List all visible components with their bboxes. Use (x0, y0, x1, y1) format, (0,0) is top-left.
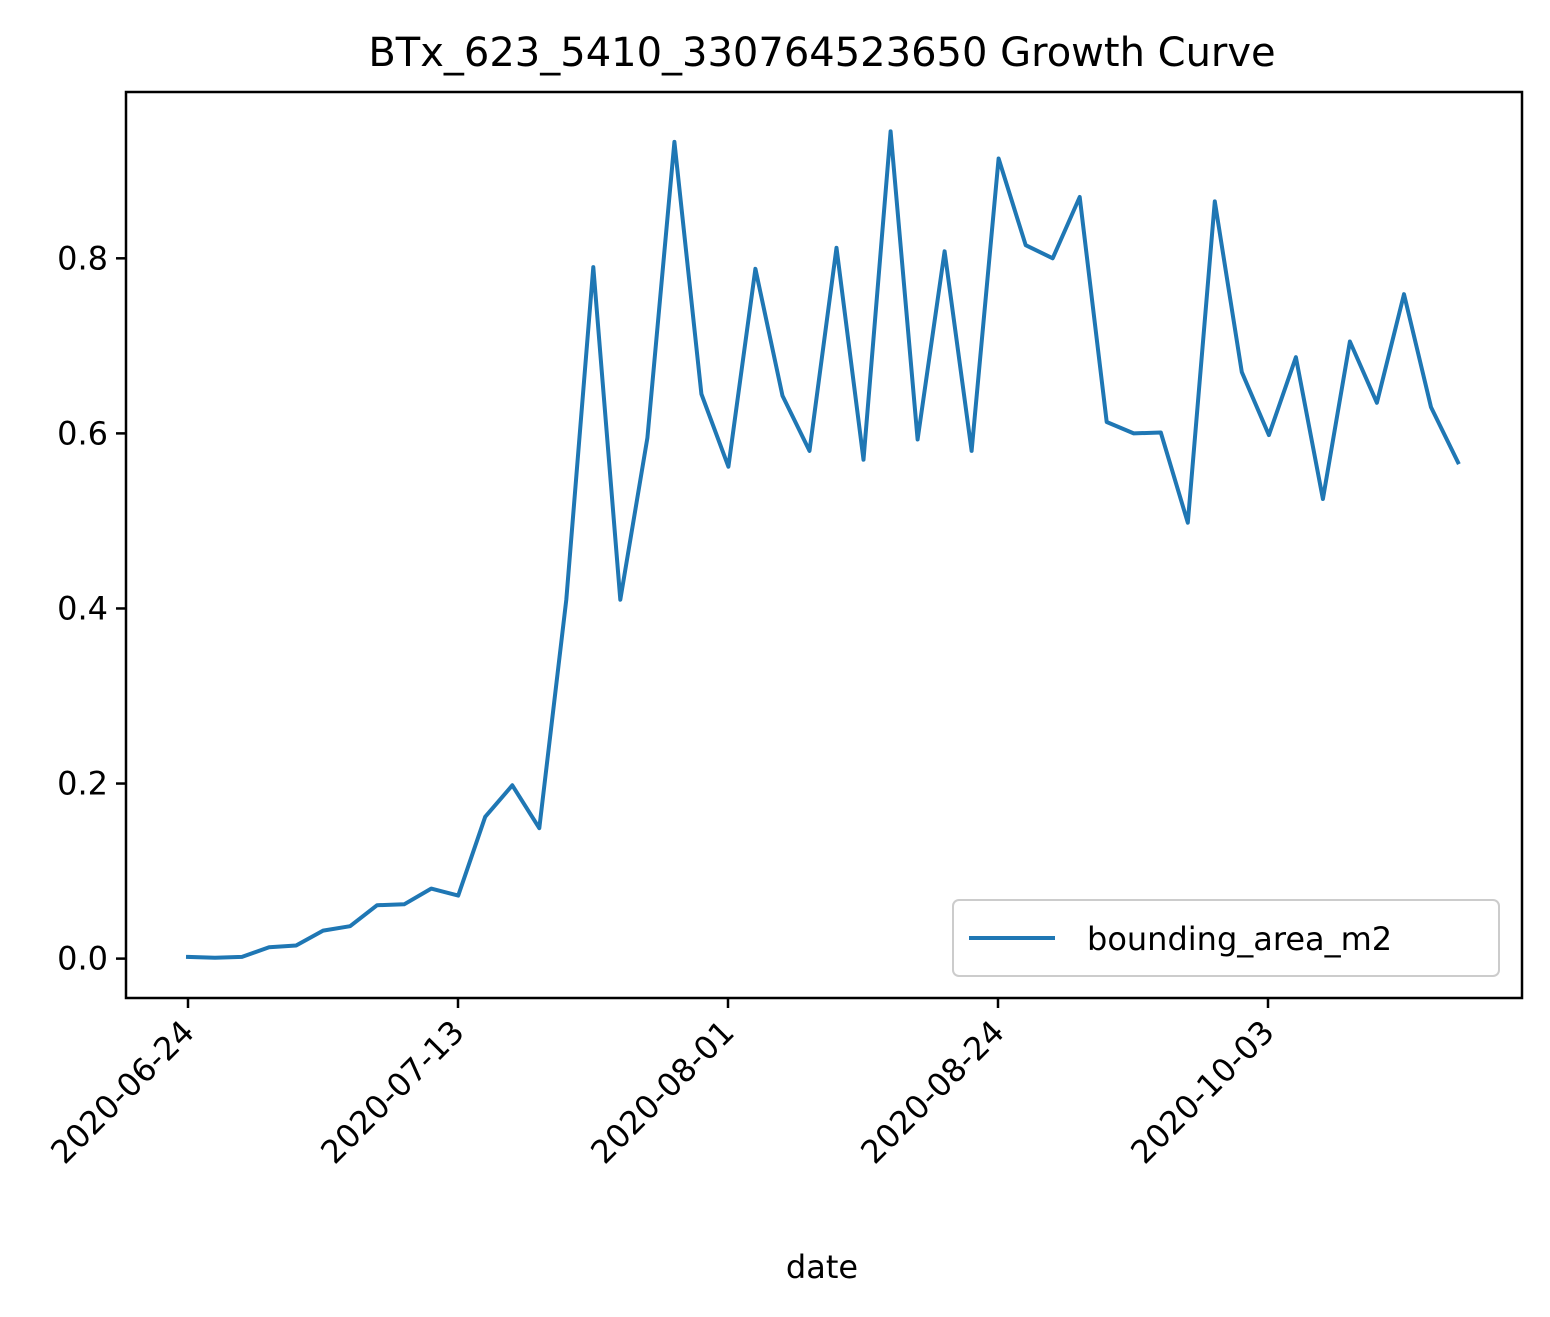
x-tick-label: 2020-08-01 (583, 1013, 741, 1171)
x-tick-label: 2020-06-24 (43, 1013, 201, 1171)
y-tick-label: 0.4 (57, 589, 108, 627)
y-axis: 0.0 0.2 0.4 0.6 0.8 (57, 239, 126, 978)
x-axis-label: date (786, 1248, 858, 1286)
y-tick-label: 0.8 (57, 239, 108, 277)
chart-title: BTx_623_5410_330764523650 Growth Curve (368, 30, 1275, 76)
series-layer (185, 129, 1461, 960)
legend-label: bounding_area_m2 (1087, 920, 1392, 958)
y-tick-label: 0.0 (57, 940, 108, 978)
plot-area-frame (124, 90, 1524, 1000)
x-axis: 2020-06-24 2020-07-13 2020-08-01 2020-08-24… (43, 998, 1282, 1171)
x-tick-label: 2020-08-24 (853, 1013, 1011, 1171)
series-line-bounding-area (185, 129, 1461, 960)
y-tick-label: 0.2 (57, 765, 108, 803)
legend-box (952, 899, 1500, 977)
x-tick-label: 2020-10-03 (1123, 1013, 1281, 1171)
y-tick-label: 0.6 (57, 414, 108, 452)
legend: bounding_area_m2 (952, 899, 1500, 977)
x-tick-label: 2020-07-13 (313, 1013, 471, 1171)
